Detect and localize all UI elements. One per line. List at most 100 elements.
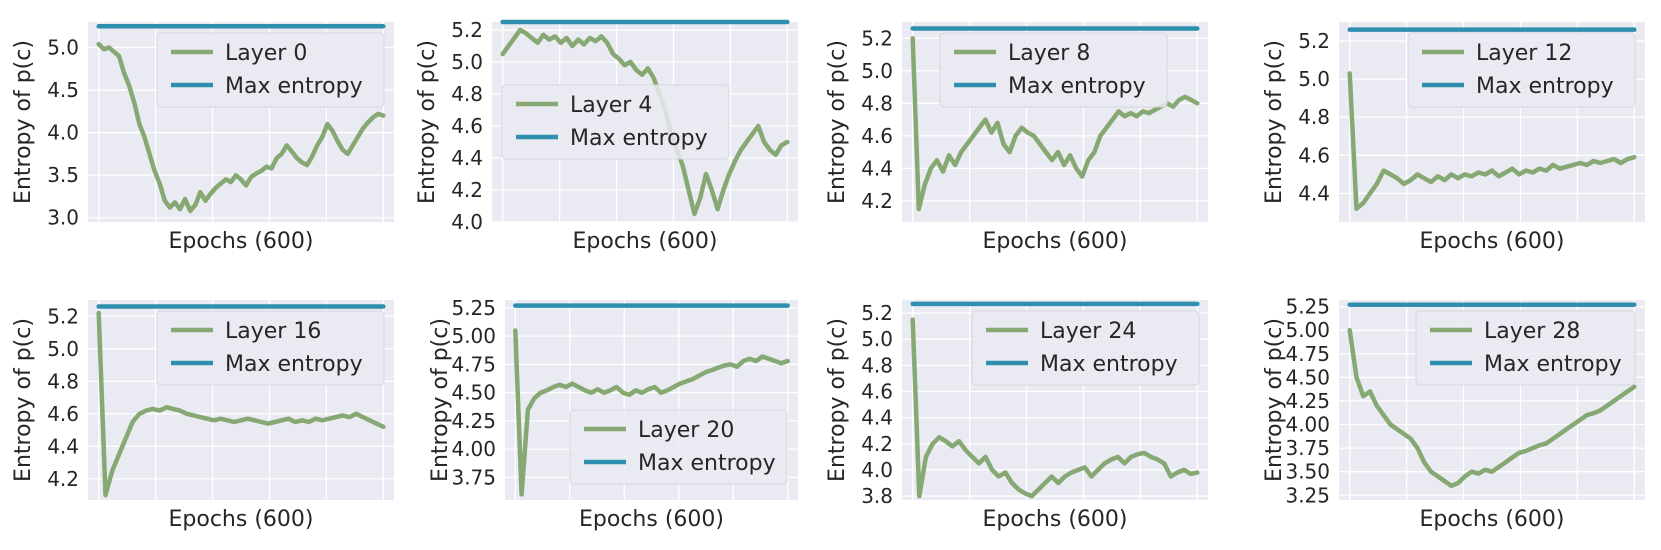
subplot-1: 4.0 4.2 4.4 4.6 4.8 5.0 5.2 Epochs (600) Entropy…: [415, 18, 798, 254]
y-tick-label: 4.8: [861, 91, 893, 115]
y-tick-label: 4.6: [47, 402, 79, 426]
y-tick-label: 4.8: [861, 353, 893, 377]
y-tick-label: 5.0: [861, 327, 893, 351]
y-tick-label: 5.25: [1285, 295, 1330, 319]
legend-label: Layer 28: [1484, 319, 1580, 344]
y-tick-label: 3.75: [1285, 436, 1330, 460]
y-tick-label: 5.0: [451, 50, 483, 74]
legend: Layer 4 Max entropy: [501, 84, 730, 160]
y-tick-label: 4.4: [861, 156, 893, 180]
y-tick-label: 4.25: [1285, 389, 1330, 413]
subplot-0: 3.0 3.5 4.0 4.5 5.0 Epochs (600) Entropy of p(…: [11, 22, 394, 254]
subplot-4: 4.2 4.4 4.6 4.8 5.0 5.2 Epochs (600) Entropy of…: [11, 300, 394, 532]
y-axis-label: Entropy of p(c): [825, 40, 850, 204]
y-tick-label: 5.2: [451, 18, 483, 42]
y-tick-label: 4.4: [451, 146, 483, 170]
series-line-layer: [513, 328, 790, 497]
y-tick-label: 4.2: [451, 178, 483, 202]
subplot-6: 3.84.04.24.44.6 4.85.05.2 Epochs (600) Entr…: [825, 300, 1208, 532]
y-tick-label: 4.50: [451, 381, 496, 405]
legend-label: Max entropy: [1476, 74, 1614, 99]
y-tick-label: 4.25: [451, 409, 496, 433]
series-line-layer: [910, 317, 1200, 499]
y-tick-label: 3.50: [1285, 460, 1330, 484]
legend-label: Layer 24: [1040, 319, 1136, 344]
legend: Layer 8 Max entropy: [939, 32, 1168, 108]
y-axis-label: Entropy of p(c): [415, 40, 440, 204]
x-axis-label: Epochs (600): [1420, 229, 1565, 254]
y-tick-label: 4.4: [861, 406, 893, 430]
y-tick-label: 5.2: [861, 26, 893, 50]
y-tick-label: 3.8: [861, 484, 893, 508]
y-tick-label: 5.0: [1298, 67, 1330, 91]
legend-label: Layer 12: [1476, 41, 1572, 66]
y-tick-label: 5.00: [1285, 318, 1330, 342]
series-line-layer: [96, 41, 386, 214]
legend: Layer 12 Max entropy: [1407, 32, 1636, 108]
y-tick-label: 4.8: [451, 82, 483, 106]
legend-label: Max entropy: [225, 352, 363, 377]
legend: Layer 28 Max entropy: [1415, 310, 1636, 386]
legend-label: Max entropy: [1484, 352, 1622, 377]
y-tick-label: 5.00: [451, 324, 496, 348]
x-axis-label: Epochs (600): [983, 507, 1128, 532]
y-tick-label: 4.6: [861, 380, 893, 404]
y-tick-label: 3.5: [47, 163, 79, 187]
y-tick-label: 5.2: [1298, 29, 1330, 53]
y-tick-label: 5.25: [451, 296, 496, 320]
legend: Layer 20 Max entropy: [569, 409, 788, 485]
y-tick-label: 4.6: [1298, 143, 1330, 167]
x-axis-label: Epochs (600): [1420, 507, 1565, 532]
legend-box: [156, 310, 385, 386]
x-axis-label: Epochs (600): [169, 229, 314, 254]
y-tick-label: 4.6: [451, 114, 483, 138]
y-tick-label: 4.00: [451, 437, 496, 461]
y-tick-label: 4.6: [861, 124, 893, 148]
y-tick-label: 4.2: [861, 189, 893, 213]
x-axis-label: Epochs (600): [579, 507, 724, 532]
legend-label: Max entropy: [225, 74, 363, 99]
y-axis-label: Entropy of p(c): [1262, 318, 1287, 482]
legend-label: Layer 0: [225, 41, 307, 66]
y-tick-label: 4.8: [1298, 105, 1330, 129]
legend: Layer 24 Max entropy: [971, 310, 1200, 386]
legend-label: Layer 4: [570, 93, 652, 118]
y-axis-label: Entropy of p(c): [11, 40, 36, 204]
y-tick-label: 5.2: [47, 304, 79, 328]
legend-label: Layer 20: [638, 418, 734, 443]
x-axis-label: Epochs (600): [573, 229, 718, 254]
y-tick-label: 5.0: [47, 337, 79, 361]
legend-label: Max entropy: [638, 451, 776, 476]
x-axis-label: Epochs (600): [983, 229, 1128, 254]
y-tick-label: 4.8: [47, 369, 79, 393]
legend-box: [501, 84, 730, 160]
y-tick-label: 4.50: [1285, 365, 1330, 389]
y-tick-label: 4.0: [861, 458, 893, 482]
x-axis-label: Epochs (600): [169, 507, 314, 532]
subplot-3: 4.4 4.6 4.8 5.0 5.2 Epochs (600) Entropy of p(…: [1262, 22, 1645, 254]
series-line-layer: [1347, 327, 1637, 489]
y-axis-label: Entropy of p(c): [1262, 40, 1287, 204]
series-line-layer: [500, 27, 790, 217]
y-tick-label: 5.2: [861, 301, 893, 325]
y-tick-label: 4.4: [1298, 181, 1330, 205]
y-tick-label: 5.0: [47, 36, 79, 60]
y-tick-label: 4.5: [47, 78, 79, 102]
legend-box: [156, 32, 385, 108]
y-tick-label: 3.0: [47, 206, 79, 230]
legend-box: [971, 310, 1200, 386]
y-axis-label: Entropy of p(c): [11, 318, 36, 482]
legend-box: [939, 32, 1168, 108]
series-line-layer: [1347, 71, 1637, 211]
series-line-layer: [96, 310, 386, 498]
y-tick-label: 4.2: [47, 467, 79, 491]
y-axis-label: Entropy of p(c): [825, 318, 850, 482]
legend-label: Layer 16: [225, 319, 321, 344]
subplot-7: 3.253.503.754.004.254.504.755.005.25 Epoc…: [1262, 295, 1645, 532]
legend-label: Max entropy: [570, 126, 708, 151]
legend: Layer 16 Max entropy: [156, 310, 385, 386]
y-tick-label: 4.75: [1285, 342, 1330, 366]
y-tick-label: 4.2: [861, 432, 893, 456]
legend-label: Max entropy: [1008, 74, 1146, 99]
